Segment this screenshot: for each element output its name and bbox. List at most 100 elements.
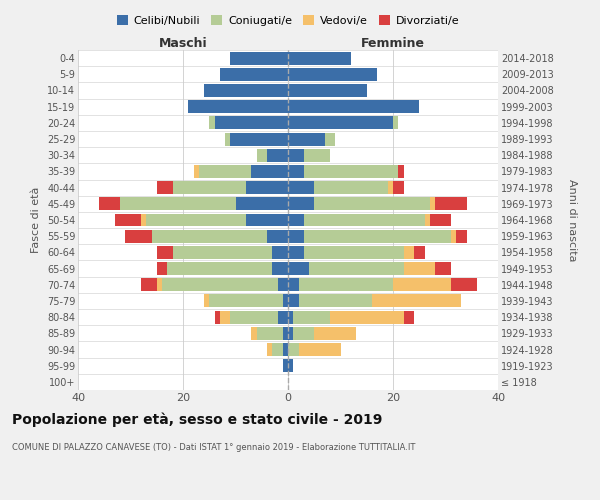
Bar	[288, 359, 293, 372]
Bar	[230, 310, 277, 324]
Bar	[99, 198, 120, 210]
Bar	[272, 343, 283, 356]
Bar	[193, 165, 199, 178]
Bar	[288, 262, 309, 275]
Bar	[435, 198, 467, 210]
Legend: Celibi/Nubili, Coniugati/e, Vedovi/e, Divorziati/e: Celibi/Nubili, Coniugati/e, Vedovi/e, Di…	[112, 10, 464, 30]
Bar	[288, 68, 377, 81]
Bar	[293, 310, 330, 324]
Bar	[288, 52, 351, 64]
Bar	[288, 100, 419, 113]
Bar	[456, 230, 467, 242]
Bar	[251, 327, 257, 340]
Bar	[146, 214, 246, 226]
Bar	[430, 198, 435, 210]
Bar	[257, 149, 267, 162]
Y-axis label: Anni di nascita: Anni di nascita	[568, 179, 577, 261]
Bar	[283, 359, 288, 372]
Bar	[435, 262, 451, 275]
Text: COMUNE DI PALAZZO CANAVESE (TO) - Dati ISTAT 1° gennaio 2019 - Elaborazione TUTT: COMUNE DI PALAZZO CANAVESE (TO) - Dati I…	[12, 442, 415, 452]
Bar	[230, 132, 288, 145]
Bar	[398, 165, 404, 178]
Bar	[246, 181, 288, 194]
Bar	[314, 327, 356, 340]
Bar	[267, 343, 272, 356]
Bar	[157, 262, 167, 275]
Bar	[288, 246, 304, 259]
Bar	[235, 198, 288, 210]
Bar	[288, 294, 299, 308]
Bar	[225, 132, 230, 145]
Bar	[215, 310, 220, 324]
Bar	[173, 246, 272, 259]
Bar	[167, 262, 272, 275]
Bar	[277, 278, 288, 291]
Bar	[246, 214, 288, 226]
Bar	[288, 165, 304, 178]
Bar	[388, 181, 393, 194]
Bar	[309, 262, 404, 275]
Bar	[288, 132, 325, 145]
Y-axis label: Fasce di età: Fasce di età	[31, 187, 41, 253]
Bar	[157, 246, 173, 259]
Bar	[451, 230, 456, 242]
Bar	[199, 165, 251, 178]
Bar	[267, 149, 288, 162]
Bar	[283, 294, 288, 308]
Bar	[288, 84, 367, 97]
Bar	[141, 214, 146, 226]
Bar	[404, 262, 435, 275]
Bar	[272, 246, 288, 259]
Bar	[393, 116, 398, 130]
Bar	[304, 230, 451, 242]
Bar	[304, 214, 425, 226]
Bar	[304, 246, 404, 259]
Bar	[314, 181, 388, 194]
Bar	[283, 327, 288, 340]
Bar	[404, 246, 414, 259]
Bar	[293, 327, 314, 340]
Bar	[220, 310, 230, 324]
Bar	[257, 327, 283, 340]
Bar	[430, 214, 451, 226]
Bar	[404, 310, 414, 324]
Bar	[204, 84, 288, 97]
Text: Maschi: Maschi	[158, 37, 208, 50]
Bar	[272, 262, 288, 275]
Bar	[162, 278, 277, 291]
Text: Popolazione per età, sesso e stato civile - 2019: Popolazione per età, sesso e stato civil…	[12, 412, 382, 427]
Bar	[425, 214, 430, 226]
Bar	[209, 116, 215, 130]
Bar	[304, 165, 398, 178]
Bar	[125, 230, 151, 242]
Bar	[204, 294, 209, 308]
Bar	[277, 310, 288, 324]
Bar	[414, 246, 425, 259]
Bar	[288, 116, 393, 130]
Bar	[304, 149, 330, 162]
Bar	[157, 278, 162, 291]
Bar	[115, 214, 141, 226]
Bar	[393, 278, 451, 291]
Bar	[188, 100, 288, 113]
Bar	[157, 181, 173, 194]
Bar	[230, 52, 288, 64]
Bar	[393, 181, 404, 194]
Bar	[288, 230, 304, 242]
Bar	[288, 327, 293, 340]
Bar	[220, 68, 288, 81]
Bar	[267, 230, 288, 242]
Bar	[209, 294, 283, 308]
Bar	[141, 278, 157, 291]
Bar	[451, 278, 477, 291]
Bar	[330, 310, 404, 324]
Bar	[288, 310, 293, 324]
Bar	[215, 116, 288, 130]
Bar	[314, 198, 430, 210]
Bar	[120, 198, 235, 210]
Bar	[299, 343, 341, 356]
Bar	[372, 294, 461, 308]
Bar	[299, 278, 393, 291]
Bar	[251, 165, 288, 178]
Bar	[283, 343, 288, 356]
